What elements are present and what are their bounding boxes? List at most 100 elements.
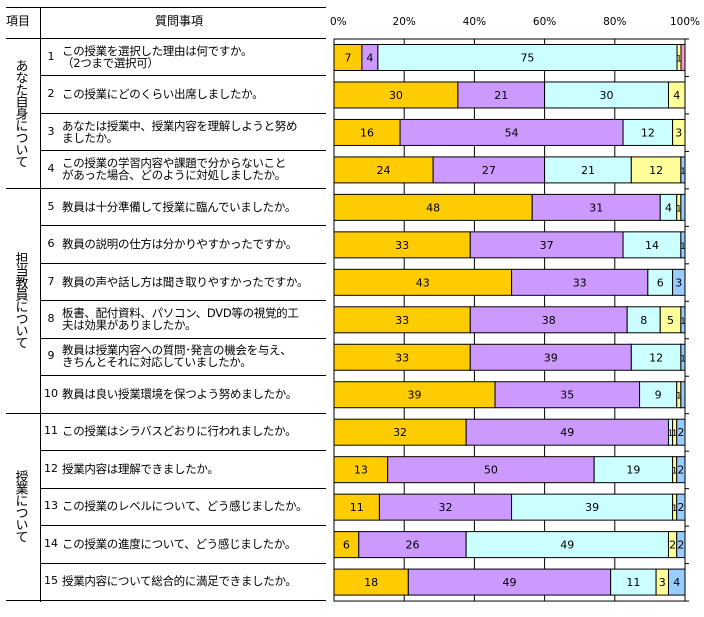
bar-segment bbox=[622, 118, 674, 146]
data-label: 4 bbox=[673, 576, 680, 589]
data-label: 16 bbox=[360, 126, 374, 139]
bar-segment bbox=[465, 531, 669, 559]
data-label: 2 bbox=[677, 464, 684, 477]
question-row: 11 この授業はシラバスどおりに行われましたか。 bbox=[44, 413, 326, 450]
question-row: 7 教員の声や話し方は聞き取りやすかったですか。 bbox=[44, 263, 326, 300]
question-number: 6 bbox=[47, 237, 55, 251]
data-label: 30 bbox=[600, 89, 614, 102]
data-label: 1 bbox=[676, 392, 682, 402]
data-label: 12 bbox=[649, 351, 663, 364]
bar-segment bbox=[544, 81, 669, 109]
bar-segment bbox=[676, 456, 686, 484]
bar-segment bbox=[680, 343, 686, 371]
tick-label: 100% bbox=[669, 16, 701, 28]
data-label: 4 bbox=[366, 52, 373, 65]
bar-segment bbox=[333, 268, 513, 296]
question-number: 11 bbox=[44, 424, 58, 438]
data-label: 19 bbox=[626, 464, 640, 477]
data-label: 2 bbox=[677, 539, 684, 552]
data-label: 1 bbox=[672, 429, 678, 439]
data-label: 2 bbox=[677, 501, 684, 514]
question-text: この授業を選択した理由は何ですか。 （2つまで選択可） bbox=[62, 43, 253, 70]
question-row: 3 あなたは授業中、授業内容を理解しようと努め ましたか。 bbox=[44, 113, 326, 150]
data-label: 49 bbox=[560, 426, 574, 439]
question-text: 教員の声や話し方は聞き取りやすかったですか。 bbox=[62, 274, 309, 289]
bar-segment bbox=[333, 456, 389, 484]
data-label: 8 bbox=[640, 314, 647, 327]
bar-segment bbox=[610, 568, 657, 596]
tick-label: 80% bbox=[603, 16, 627, 28]
question-row: 6 教員の説明の仕方は分かりやすかったですか。 bbox=[44, 225, 326, 262]
data-label: 11 bbox=[350, 501, 364, 514]
question-text: 教員の説明の仕方は分かりやすかったですか。 bbox=[62, 237, 297, 252]
question-text: この授業の学習内容や課題で分からないこと があった場合、どのように対処しましたか… bbox=[62, 156, 286, 183]
bar-segment bbox=[333, 44, 363, 71]
table-top-line bbox=[6, 7, 326, 8]
group-divider bbox=[6, 600, 326, 601]
row-divider bbox=[40, 75, 326, 76]
data-label: 30 bbox=[389, 89, 403, 102]
bar-segment bbox=[680, 381, 686, 409]
question-text: この授業はシラバスどおりに行われましたか。 bbox=[62, 424, 297, 439]
question-number: 10 bbox=[44, 386, 58, 400]
data-label: 49 bbox=[560, 539, 574, 552]
bar-segment bbox=[333, 418, 467, 446]
bar-segment bbox=[676, 493, 686, 521]
question-text: この授業にどのくらい出席しましたか。 bbox=[62, 87, 264, 102]
data-label: 3 bbox=[675, 126, 682, 139]
row-divider bbox=[40, 300, 326, 301]
data-label: 26 bbox=[405, 539, 419, 552]
data-label: 32 bbox=[393, 426, 407, 439]
bar-segment bbox=[333, 118, 401, 146]
question-number: 4 bbox=[47, 162, 55, 176]
question-text: 授業内容は理解できましたか。 bbox=[62, 461, 219, 476]
bar-segment bbox=[457, 81, 546, 109]
question-text: 教員は授業内容への質問･発言の機会を与え、 きちんとそれに対応していましたか。 bbox=[62, 343, 292, 370]
group-divider bbox=[6, 188, 326, 189]
bar-segment bbox=[333, 156, 434, 184]
question-number: 15 bbox=[44, 574, 58, 588]
data-label: 3 bbox=[675, 276, 682, 289]
data-label: 37 bbox=[540, 239, 554, 252]
data-label: 49 bbox=[503, 576, 517, 589]
data-label: 39 bbox=[408, 389, 422, 402]
bar-segment bbox=[672, 268, 686, 296]
question-number: 13 bbox=[44, 499, 58, 513]
bar-segment bbox=[676, 418, 686, 446]
bar-segment bbox=[333, 306, 471, 334]
question-number: 2 bbox=[47, 87, 55, 101]
data-label: 38 bbox=[542, 314, 556, 327]
data-label: 33 bbox=[395, 351, 409, 364]
bar-segment bbox=[544, 156, 632, 184]
question-row: 13 この授業のレベルについて、どう感じましたか。 bbox=[44, 488, 326, 525]
bar-segment bbox=[333, 231, 471, 259]
data-label: 1 bbox=[672, 467, 678, 477]
question-row: 5 教員は十分準備して授業に臨んでいましたか。 bbox=[44, 188, 326, 225]
question-row: 1 この授業を選択した理由は何ですか。 （2つまで選択可） bbox=[44, 38, 326, 75]
header-question: 質問事項 bbox=[155, 14, 204, 28]
bar-segment bbox=[667, 568, 686, 596]
data-label: 32 bbox=[438, 501, 452, 514]
question-number: 12 bbox=[44, 461, 58, 475]
data-label: 1 bbox=[672, 504, 678, 514]
bar-segment bbox=[377, 44, 678, 71]
bar-segment bbox=[333, 493, 380, 521]
data-label: 75 bbox=[520, 52, 534, 65]
data-label: 1 bbox=[680, 317, 686, 327]
bar-segment bbox=[672, 118, 686, 146]
bar-segment bbox=[680, 231, 686, 259]
data-label: 18 bbox=[364, 576, 378, 589]
row-divider bbox=[40, 525, 326, 526]
question-text: 教員は良い授業環境を保つよう努めましたか。 bbox=[62, 386, 297, 401]
question-text: 授業内容について総合的に満足できましたか。 bbox=[62, 574, 297, 589]
bar-segment bbox=[333, 343, 471, 371]
data-label: 1 bbox=[676, 55, 682, 65]
column-divider bbox=[40, 7, 41, 602]
group-label: あなた自身について bbox=[12, 58, 28, 167]
data-label: 4 bbox=[673, 89, 680, 102]
bar-segment bbox=[333, 381, 496, 409]
question-text: 教員は十分準備して授業に臨んでいましたか。 bbox=[62, 199, 297, 214]
question-row: 12 授業内容は理解できましたか。 bbox=[44, 450, 326, 487]
data-label: 54 bbox=[505, 126, 519, 139]
